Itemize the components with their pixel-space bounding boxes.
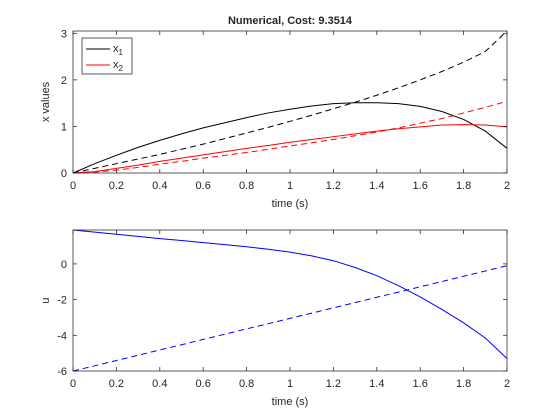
x-tick-label: 0.8 <box>239 378 254 390</box>
x-tick-label: 0.2 <box>109 180 124 192</box>
x-tick-label: 0.4 <box>152 378 167 390</box>
axes-box <box>72 229 508 372</box>
x-tick-label: 1 <box>287 180 293 192</box>
legend-label: x2 <box>113 59 124 73</box>
x-tick-label: 2 <box>504 378 510 390</box>
legend-label-base: x <box>113 43 119 55</box>
series-line-x1-reference <box>72 30 508 174</box>
x-tick-label: 0.4 <box>152 180 167 192</box>
chart-title: Numerical, Cost: 9.3514 <box>228 15 353 27</box>
x-tick-label: 0.6 <box>196 180 211 192</box>
x-tick-label: 0 <box>70 180 76 192</box>
x-tick-label: 1.8 <box>456 180 471 192</box>
bottom-plot-u: 0 0.2 0.4 0.6 0.8 1 1.2 1.4 1.6 1.8 2 -6 -4 -2 0 time (… <box>40 229 510 408</box>
series-line-x2-reference <box>72 100 508 174</box>
x-tick-label: 1.4 <box>369 180 384 192</box>
x-tick-label: 0.2 <box>109 378 124 390</box>
y-tick-label: -2 <box>57 295 67 307</box>
series-line-x1 <box>72 102 508 174</box>
x-axis-label: time (s) <box>272 198 309 210</box>
y-tick-label: -4 <box>57 330 67 342</box>
y-tick-label: 2 <box>61 75 67 87</box>
x-tick-label: 1.6 <box>413 180 428 192</box>
x-tick-label: 0.8 <box>239 180 254 192</box>
series-line-u-reference <box>72 265 508 372</box>
axes-box <box>72 30 508 174</box>
x-axis-label: time (s) <box>272 396 309 408</box>
x-tick-label: 1.2 <box>326 378 341 390</box>
x-tick-label: 1.2 <box>326 180 341 192</box>
legend-label-subscript: 2 <box>119 64 124 73</box>
x-tick-label: 1.4 <box>369 378 384 390</box>
y-tick-label: 3 <box>61 28 67 40</box>
legend-label-subscript: 1 <box>119 48 124 57</box>
x-tick-label: 0 <box>70 378 76 390</box>
y-tick-label: -6 <box>57 366 67 378</box>
top-plot-x-values: 0 0.2 0.4 0.6 0.8 1 1.2 1.4 1.6 1.8 2 0 1 2 3 time (s) x… <box>40 15 510 210</box>
legend-label-base: x <box>113 59 119 71</box>
x-tick-label: 0.6 <box>196 378 211 390</box>
y-axis-label: u <box>40 297 52 303</box>
x-tick-label: 2 <box>504 180 510 192</box>
x-tick-label: 1.8 <box>456 378 471 390</box>
series-line-u <box>72 229 508 359</box>
legend-box <box>81 37 133 75</box>
y-tick-label: 0 <box>61 259 67 271</box>
y-tick-label: 1 <box>61 121 67 133</box>
y-tick-label: 0 <box>61 168 67 180</box>
legend-label: x1 <box>113 43 124 57</box>
series-line-x2 <box>72 124 508 174</box>
x-tick-label: 1 <box>287 378 293 390</box>
y-axis-label: x values <box>40 81 52 122</box>
x-tick-label: 1.6 <box>413 378 428 390</box>
